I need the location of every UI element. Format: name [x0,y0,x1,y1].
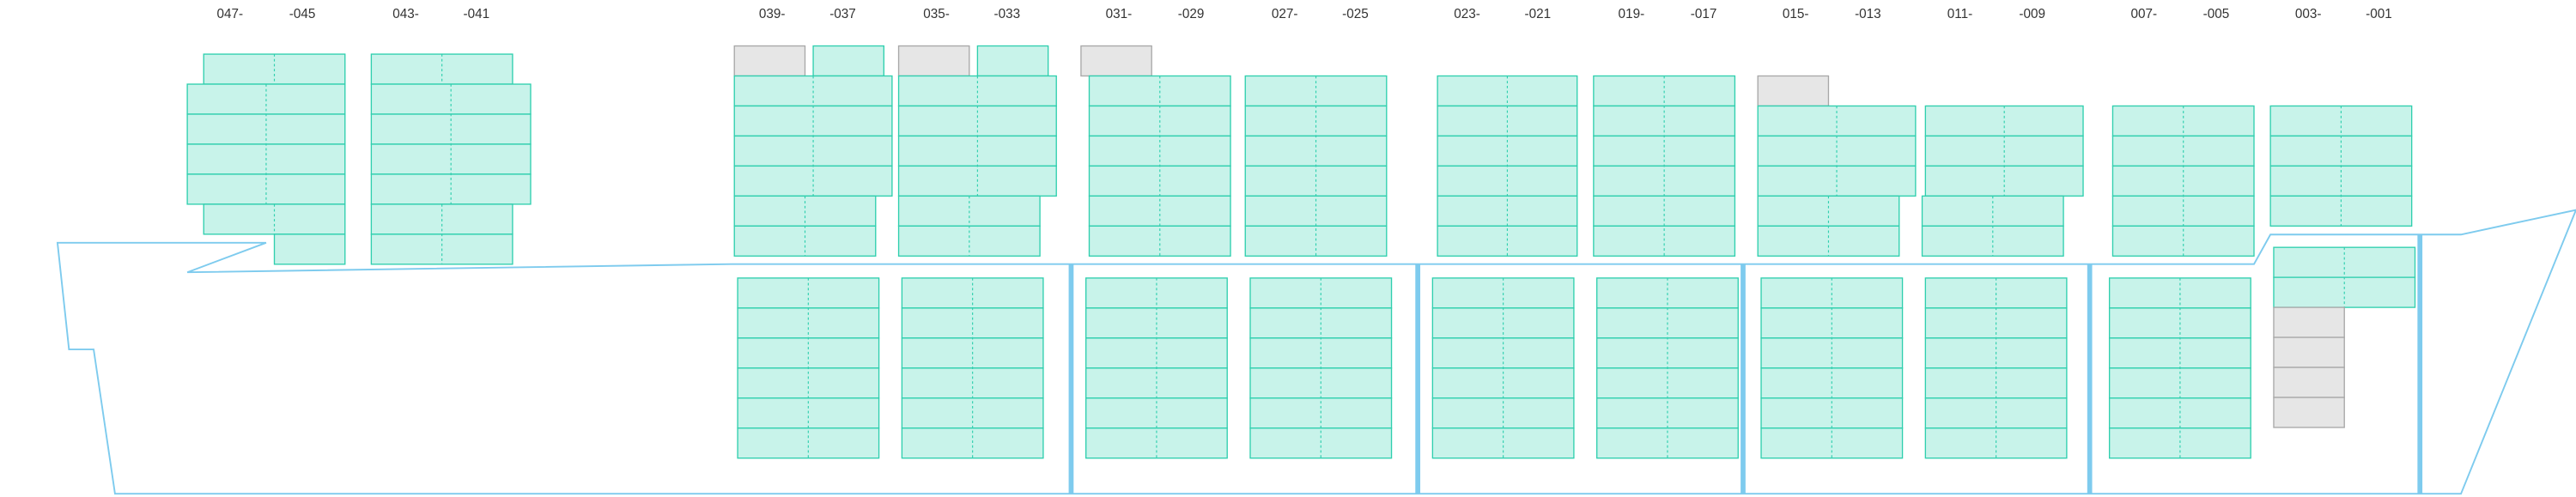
hull-outline [56,209,2576,495]
bay-label: 019- [1619,7,1645,21]
bay-label: -037 [829,7,856,21]
container-slot [1080,45,1152,77]
bay-label: 007- [2131,7,2158,21]
bay-label: 043- [392,7,419,21]
bay-label: 047- [217,7,244,21]
bay-label: 023- [1454,7,1480,21]
bay-label: 027- [1272,7,1298,21]
container-slot [897,45,970,77]
bay-label: -025 [1342,7,1369,21]
bay-label: 035- [923,7,950,21]
container-slot [733,45,806,77]
bay-label: -033 [994,7,1021,21]
container-slot [1757,75,1830,107]
container-slot [1088,225,1231,257]
bay-label: 011- [1947,7,1972,21]
container-slot [1431,427,1575,459]
bay-label: -029 [1178,7,1205,21]
container-slot [2273,367,2345,398]
bulkheads [1068,234,2423,494]
container-slot [2273,336,2345,368]
container-slot [1596,427,1739,459]
container-slot [737,427,880,459]
bay-label: -017 [1691,7,1717,21]
container-slot [976,45,1049,77]
container-slot [901,427,1044,459]
container-slot [2108,427,2251,459]
bay-label: -021 [1525,7,1552,21]
container-slot [1437,225,1578,257]
container-slot [812,45,885,77]
bay-label: 039- [759,7,786,21]
container-slot [273,233,346,265]
container-slot [1244,225,1388,257]
container-slot [1760,427,1904,459]
bay-label: -041 [464,7,490,21]
container-slot [1924,427,2068,459]
bay-label: -013 [1855,7,1881,21]
bay-label: 003- [2295,7,2322,21]
bay-label: -009 [2019,7,2045,21]
bay-label: -045 [289,7,316,21]
container-slot [2273,397,2345,428]
bay-label: -005 [2203,7,2230,21]
container-slot [1593,225,1736,257]
container-slot [2273,306,2345,338]
bay-label: 015- [1783,7,1809,21]
bay-label: -001 [2366,7,2392,21]
bay-label: 031- [1106,7,1133,21]
